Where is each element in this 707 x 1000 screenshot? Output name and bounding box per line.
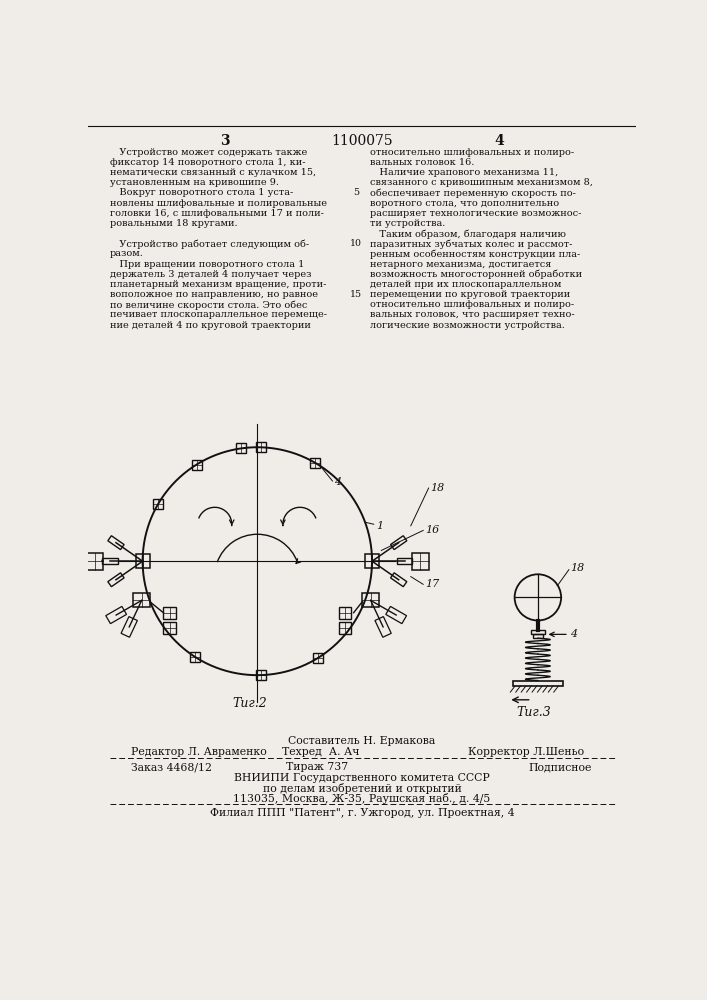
Bar [411,553,428,570]
Text: относительно шлифовальных и полиро-: относительно шлифовальных и полиро- [370,148,575,157]
Bar [310,458,320,468]
Text: Техред  А. Ач: Техред А. Ач [282,747,360,757]
Text: 18: 18 [430,483,445,493]
Text: разом.: разом. [110,249,144,258]
Bar [192,460,201,470]
Text: 18: 18 [571,563,585,573]
Text: 1: 1 [376,521,383,531]
Bar [257,442,267,452]
Text: Таким образом, благодаря наличию: Таким образом, благодаря наличию [370,229,566,239]
Text: Устройство может содержать также: Устройство может содержать также [110,148,308,157]
Text: Корректор Л.Шеньо: Корректор Л.Шеньо [468,747,584,757]
Text: Вокруг поворотного стола 1 уста-: Вокруг поворотного стола 1 уста- [110,188,293,197]
Text: 5: 5 [353,188,359,197]
Text: логические возможности устройства.: логические возможности устройства. [370,321,566,330]
Bar [236,443,247,453]
Text: Редактор Л. Авраменко: Редактор Л. Авраменко [131,747,267,757]
Bar [257,670,267,680]
Text: установленным на кривошипе 9.: установленным на кривошипе 9. [110,178,279,187]
Text: новлены шлифовальные и полировальные: новлены шлифовальные и полировальные [110,199,327,208]
Text: по делам изобретений и открытий: по делам изобретений и открытий [262,783,462,794]
Text: планетарный механизм вращение, проти-: планетарный механизм вращение, проти- [110,280,327,289]
Text: 4: 4 [494,134,504,148]
Text: ВНИИПИ Государственного комитета СССР: ВНИИПИ Государственного комитета СССР [234,773,490,783]
Text: нематически связанный с кулачком 15,: нематически связанный с кулачком 15, [110,168,316,177]
Text: деталей при их плоскопараллельном: деталей при их плоскопараллельном [370,280,562,289]
Bar [163,622,176,634]
Bar [339,622,351,634]
Text: Наличие храпового механизма 11,: Наличие храпового механизма 11, [370,168,559,177]
Text: 1100075: 1100075 [331,134,393,148]
Text: обеспечивает переменную скорость по-: обеспечивает переменную скорость по- [370,188,576,198]
Text: ренным особенностям конструкции пла-: ренным особенностям конструкции пла- [370,249,580,259]
Text: 4: 4 [571,629,578,639]
Text: 15: 15 [350,290,362,299]
Text: относительно шлифовальных и полиро-: относительно шлифовальных и полиро- [370,300,575,309]
Text: ние деталей 4 по круговой траектории: ние деталей 4 по круговой траектории [110,321,311,330]
Text: Филиал ППП "Патент", г. Ужгород, ул. Проектная, 4: Филиал ППП "Патент", г. Ужгород, ул. Про… [210,808,514,818]
Text: ти устройства.: ти устройства. [370,219,446,228]
Text: нетарного механизма, достигается: нетарного механизма, достигается [370,260,552,269]
Text: Τиг.2: Τиг.2 [232,697,267,710]
Text: перемещении по круговой траектории: перемещении по круговой траектории [370,290,571,299]
Text: печивает плоскопараллельное перемеще-: печивает плоскопараллельное перемеще- [110,310,327,319]
Text: 113035, Москва, Ж-35, Раушская наб., д. 4/5: 113035, Москва, Ж-35, Раушская наб., д. … [233,793,491,804]
Text: 3: 3 [220,134,230,148]
Text: головки 16, с шлифовальными 17 и поли-: головки 16, с шлифовальными 17 и поли- [110,209,324,218]
Bar [531,630,545,634]
Text: вальных головок, что расширяет техно-: вальных головок, что расширяет техно- [370,310,575,319]
Bar [189,652,200,662]
Bar [513,681,563,686]
Text: возможность многосторонней обработки: возможность многосторонней обработки [370,270,583,279]
Text: Составитель Н. Ермакова: Составитель Н. Ермакова [288,736,436,746]
Text: воротного стола, что дополнительно: воротного стола, что дополнительно [370,199,560,208]
Text: по величине скорости стола. Это обес: по величине скорости стола. Это обес [110,300,308,310]
Text: ровальными 18 кругами.: ровальными 18 кругами. [110,219,238,228]
Text: связанного с кривошипным механизмом 8,: связанного с кривошипным механизмом 8, [370,178,593,187]
Text: Устройство работает следующим об-: Устройство работает следующим об- [110,239,309,249]
Text: 4: 4 [334,477,341,487]
Text: Заказ 4468/12: Заказ 4468/12 [131,762,212,772]
Text: Тираж 737: Тираж 737 [286,762,348,772]
Bar [136,554,150,568]
Bar [153,499,163,509]
Text: 16: 16 [425,525,439,535]
Text: Τиг.3: Τиг.3 [517,706,551,719]
Text: фиксатор 14 поворотного стола 1, ки-: фиксатор 14 поворотного стола 1, ки- [110,158,305,167]
Bar [163,607,176,619]
Bar [533,634,542,638]
Text: расширяет технологические возможнос-: расширяет технологические возможнос- [370,209,582,218]
Bar [339,607,351,619]
Text: Подписное: Подписное [529,762,592,772]
Bar [362,593,379,607]
Text: 17: 17 [425,579,439,589]
Text: 10: 10 [350,239,362,248]
Text: воположное по направлению, но равное: воположное по направлению, но равное [110,290,318,299]
Bar [313,653,323,663]
Text: держатель 3 деталей 4 получает через: держатель 3 деталей 4 получает через [110,270,312,279]
Bar [86,553,103,570]
Bar [133,593,150,607]
Bar [365,554,379,568]
Text: вальных головок 16.: вальных головок 16. [370,158,475,167]
Text: паразитных зубчатых колес и рассмот-: паразитных зубчатых колес и рассмот- [370,239,573,249]
Text: При вращении поворотного стола 1: При вращении поворотного стола 1 [110,260,305,269]
